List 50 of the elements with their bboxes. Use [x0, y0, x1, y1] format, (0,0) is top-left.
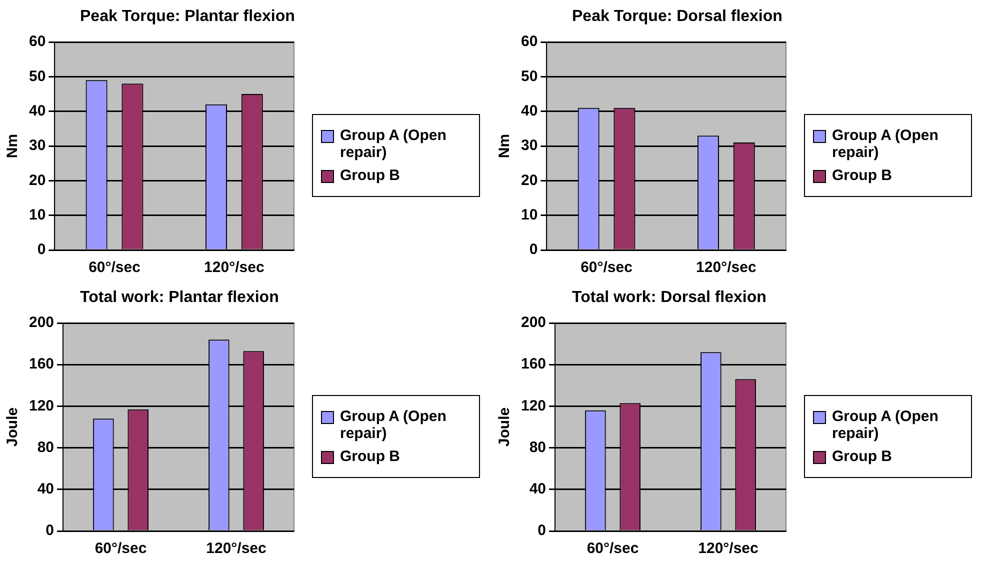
y-tick-label: 40: [37, 480, 54, 498]
y-tick-label: 0: [46, 522, 54, 540]
chart-title: Peak Torque: Plantar flexion: [79, 7, 296, 27]
y-tick-label: 120: [28, 397, 54, 414]
y-tick-label: 60: [28, 33, 46, 50]
y-tick-label: 10: [28, 206, 46, 224]
y-tick-label: 40: [529, 480, 546, 498]
x-tick-label: 120°/sec: [698, 540, 758, 558]
y-axis-title: Joule: [4, 407, 22, 447]
y-tick-label: 120: [520, 397, 546, 414]
chart-title: Total work: Dorsal flexion: [571, 288, 768, 308]
x-tick-label: 120°/sec: [204, 259, 264, 276]
legend-label: Group B: [340, 448, 400, 464]
y-tick-label: 200: [520, 314, 546, 332]
y-tick-label: 60: [520, 33, 538, 50]
y-tick-label: 30: [28, 137, 46, 154]
y-tick-label: 50: [520, 68, 538, 85]
x-tick-label: 120°/sec: [696, 259, 756, 276]
chart-title: Peak Torque: Dorsal flexion: [571, 7, 784, 27]
legend-label: Group B: [832, 448, 892, 464]
y-tick-label: 30: [520, 137, 538, 154]
y-tick-label: 160: [520, 356, 546, 373]
y-tick-label: 80: [529, 438, 546, 456]
y-tick-label: 50: [28, 68, 46, 85]
y-tick-label: 0: [538, 522, 546, 540]
legend-label: Group B: [340, 166, 400, 184]
y-tick-label: 10: [520, 206, 538, 224]
y-tick-label: 20: [520, 172, 538, 189]
legend-label: Group A (Open repair): [340, 408, 448, 442]
y-axis-title: Nm: [496, 134, 514, 158]
x-tick-label: 60°/sec: [88, 259, 140, 276]
y-axis-title: Joule: [496, 407, 514, 447]
y-tick-label: 20: [28, 172, 46, 189]
chart-title: Total work: Plantar flexion: [79, 288, 280, 308]
legend-label: Group B: [832, 166, 892, 184]
x-tick-label: 60°/sec: [586, 540, 639, 558]
y-tick-label: 200: [28, 314, 54, 332]
y-tick-label: 160: [28, 356, 54, 373]
legend-label: Group A (Open repair): [832, 408, 940, 442]
y-tick-label: 0: [529, 241, 538, 258]
y-tick-label: 40: [28, 102, 46, 120]
x-tick-label: 120°/sec: [206, 540, 266, 558]
y-tick-label: 0: [37, 241, 46, 258]
x-tick-label: 60°/sec: [580, 259, 632, 276]
y-axis-title: Nm: [4, 134, 22, 158]
legend-label: Group A (Open repair): [340, 126, 448, 160]
legend-label: Group A (Open repair): [832, 126, 940, 160]
y-tick-label: 40: [520, 102, 538, 120]
y-tick-label: 80: [37, 438, 54, 456]
x-tick-label: 60°/sec: [94, 540, 147, 558]
